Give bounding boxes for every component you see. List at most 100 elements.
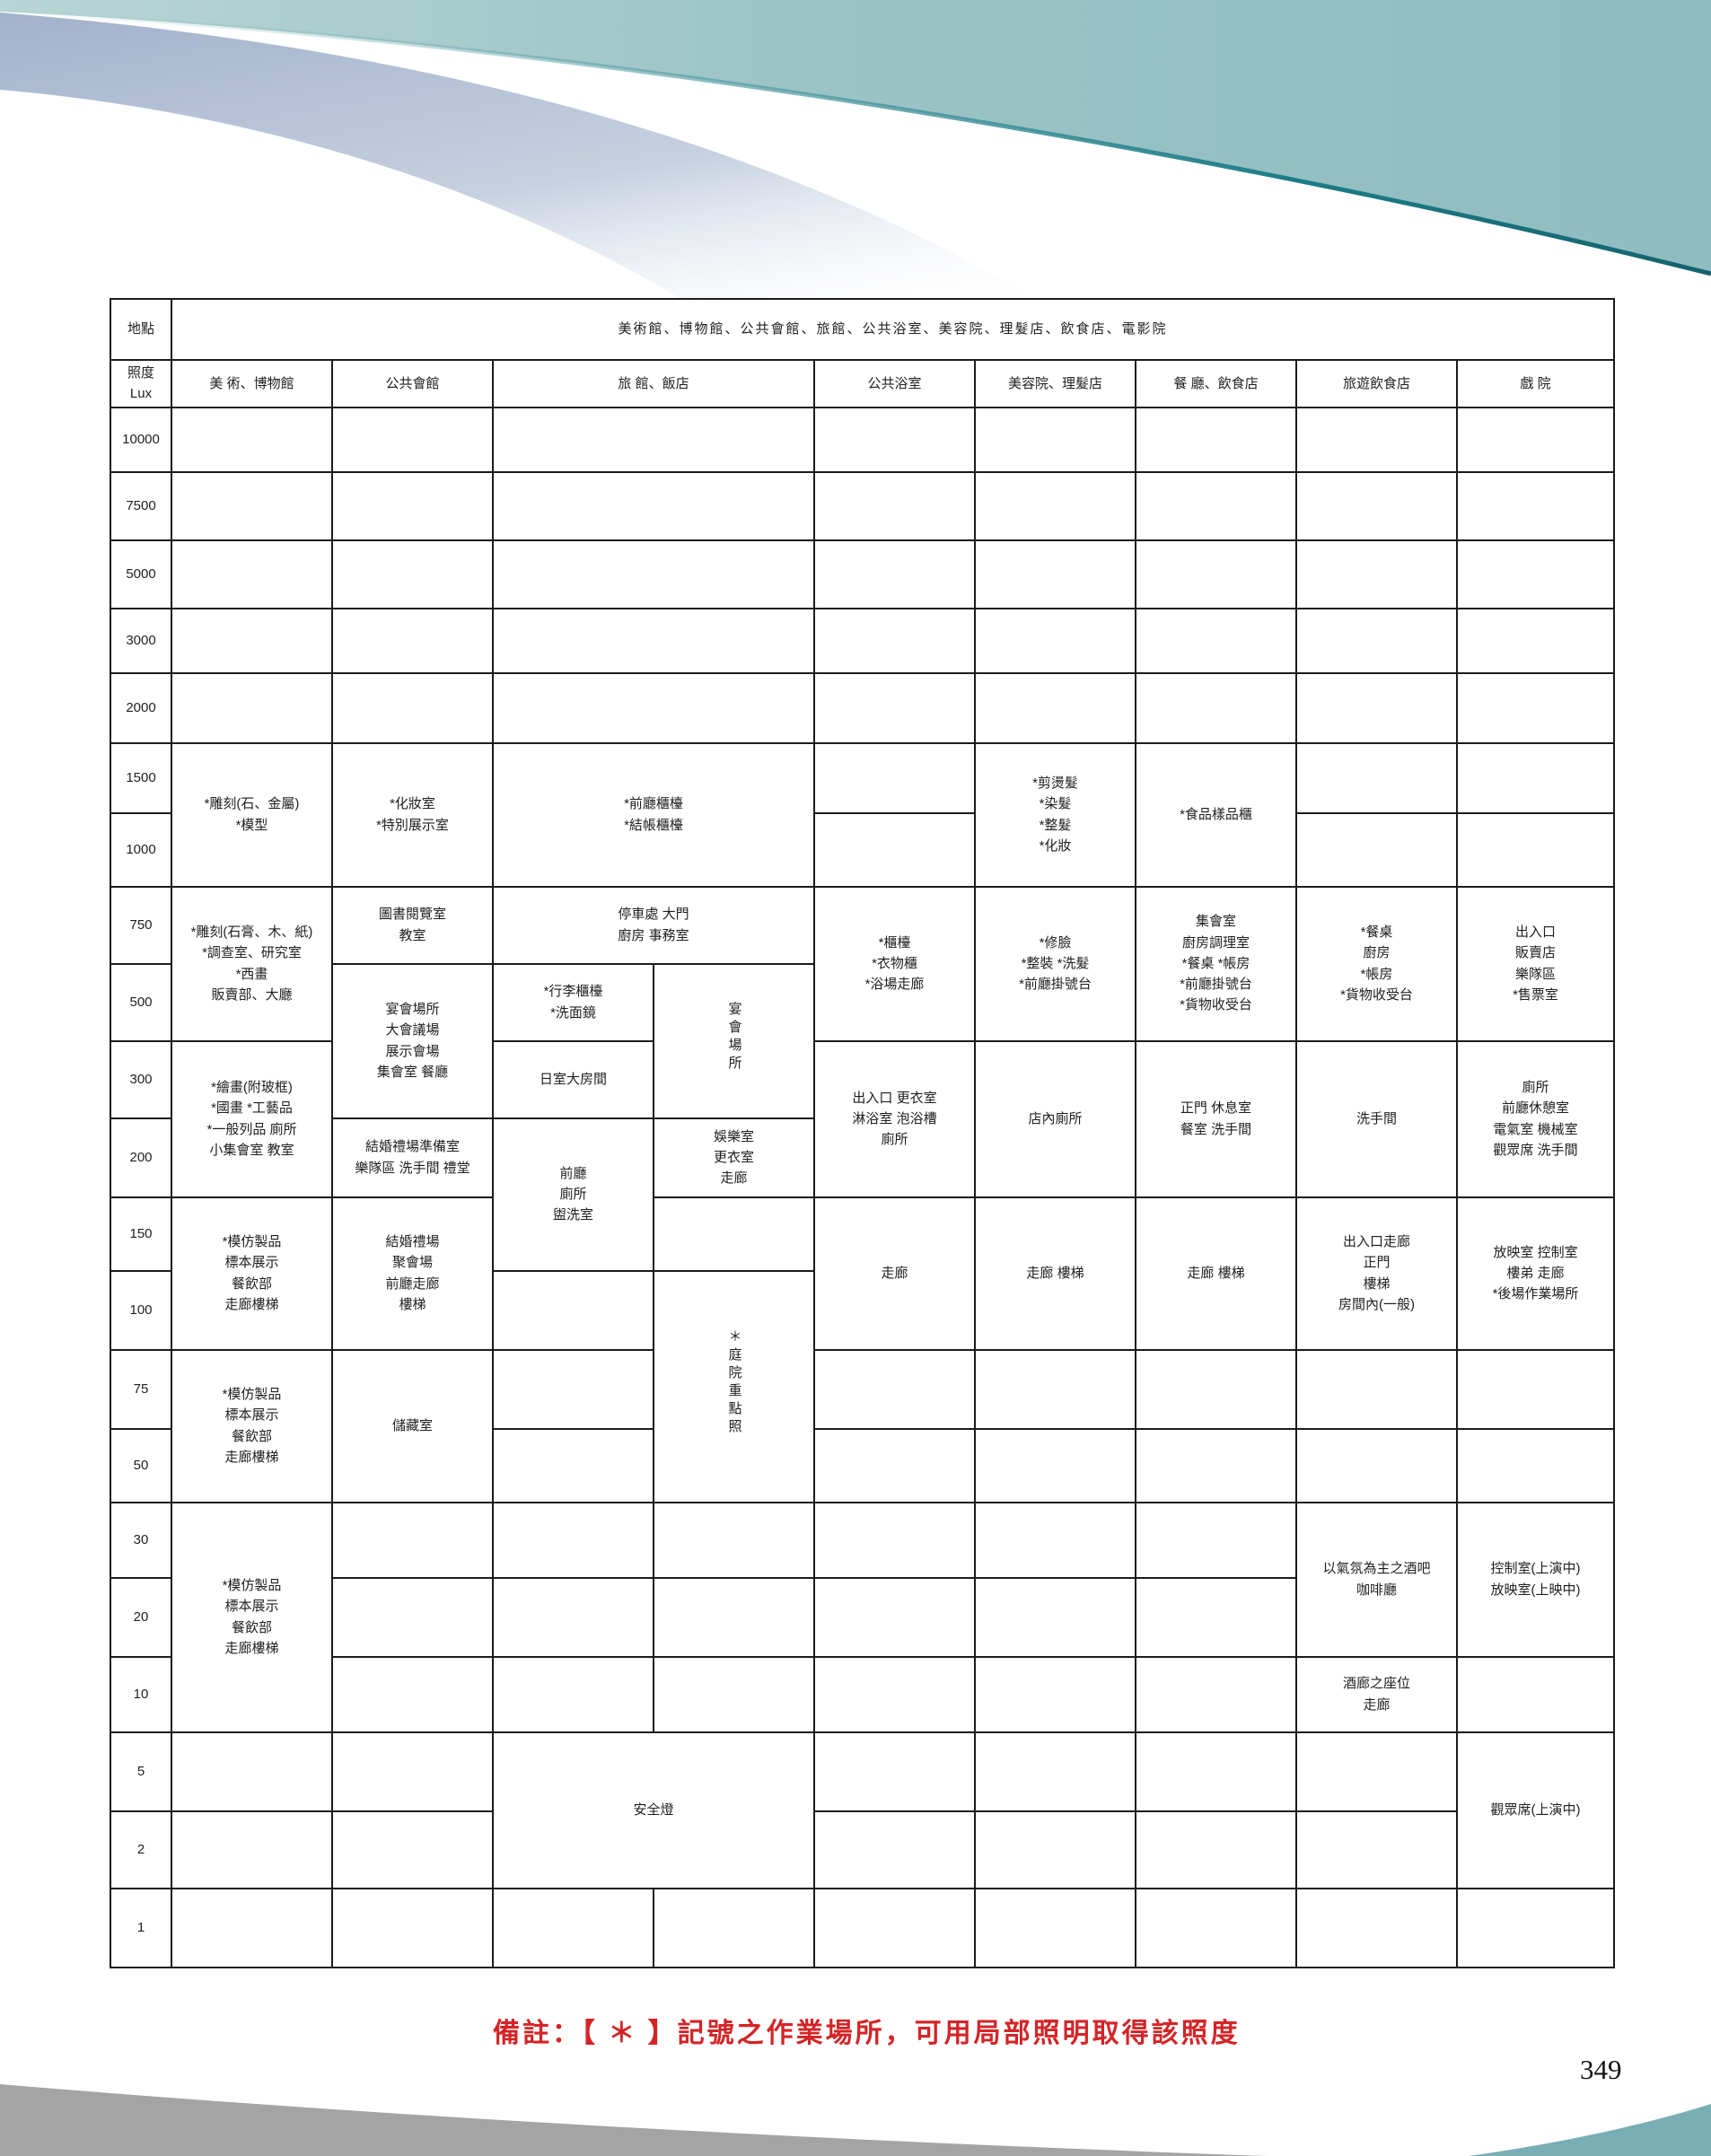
table-row: 1000 (110, 812, 1615, 888)
cell-empty (974, 1501, 1136, 1579)
table-row: 2000 (110, 671, 1615, 744)
cell-empty (1456, 741, 1615, 814)
cell-empty (974, 671, 1136, 744)
cell-empty (331, 406, 494, 473)
cell-bath-150: 走廊 (813, 1196, 976, 1351)
footnote: 備註：【 ＊ 】記號之作業場所，可用局部照明取得該照度 (493, 2019, 1241, 2048)
cell-empty (974, 470, 1136, 541)
cell-art-1500: *雕刻(石、金屬) *模型 (171, 741, 333, 888)
lux-30: 30 (110, 1501, 172, 1579)
col-header-theater: 戲 院 (1456, 359, 1615, 408)
cell-tour-10: 酒廊之座位 走廊 (1295, 1655, 1458, 1733)
col-header-beauty-barber: 美容院、理髮店 (974, 359, 1136, 408)
cell-empty (1456, 1655, 1615, 1733)
cell-theater-150: 放映室 控制室 樓弟 走廊 *後場作業場所 (1456, 1196, 1615, 1351)
cell-art-300: *繪畫(附玻框) *國畫 *工藝品 *一般列品 廁所 小集會室 教室 (171, 1039, 333, 1198)
lux-100: 100 (110, 1269, 172, 1351)
lux-50: 50 (110, 1427, 172, 1503)
col-header-hotel: 旅 館、飯店 (492, 359, 815, 408)
cell-tour-30: 以氣氛為主之酒吧 咖啡廳 (1295, 1501, 1458, 1658)
cell-theater-5: 觀眾席(上演中) (1456, 1731, 1615, 1889)
col-header-public-bath: 公共浴室 (813, 359, 976, 408)
cell-empty (813, 1501, 976, 1579)
cell-empty (331, 1576, 494, 1658)
bottom-band-gray (0, 2084, 1266, 2156)
lux-2: 2 (110, 1810, 172, 1889)
cell-empty (1295, 539, 1458, 609)
cell-empty (492, 1655, 654, 1733)
table-row: 3000 (110, 607, 1615, 674)
cell-empty (1135, 671, 1297, 744)
table-row: 750 *雕刻(石膏、木、紙) *調查室、研究室 *西畫 販賣部、大廳 圖書閱覽… (110, 885, 1615, 1042)
cell-empty (813, 1655, 976, 1733)
cell-empty (653, 1501, 815, 1579)
cell-beauty-150: 走廊 樓梯 (974, 1196, 1136, 1351)
lux-75: 75 (110, 1348, 172, 1430)
cell-hall-75: 儲藏室 (331, 1348, 494, 1503)
cell-empty (492, 1348, 654, 1430)
cell-empty (1295, 741, 1458, 814)
cell-empty (331, 470, 494, 541)
lux-column-header: 照度 Lux (110, 359, 172, 408)
cell-empty (1295, 406, 1458, 473)
cell-empty (331, 1887, 494, 1968)
top-banner-teal (0, 0, 1711, 274)
cell-empty (1135, 1427, 1297, 1503)
cell-empty (1135, 1501, 1297, 1579)
cell-empty (492, 1501, 654, 1579)
col-header-tour-diner: 旅遊飲食店 (1295, 359, 1458, 408)
cell-tour-150: 出入口走廊 正門 樓梯 房間內(一般) (1295, 1196, 1458, 1351)
cell-empty (1456, 1887, 1615, 1968)
col-header-public-hall: 公共會館 (331, 359, 494, 408)
cell-empty (331, 1501, 494, 1579)
cell-rest-150: 走廊 樓梯 (1135, 1196, 1297, 1351)
cell-empty (653, 1576, 815, 1658)
cell-empty (1135, 470, 1297, 541)
cell-empty (331, 1655, 494, 1733)
cell-hall-500: 宴會場所 大會議場 展示會場 集會室 餐廳 (331, 962, 494, 1119)
cell-empty (813, 741, 976, 814)
lux-1: 1 (110, 1887, 172, 1968)
cell-empty (813, 1887, 976, 1968)
cell-hotel-100b: ＊庭院重點照 (653, 1269, 815, 1503)
cell-empty (974, 539, 1136, 609)
cell-hotel-500a: *行李櫃檯 *洗面鏡 (492, 962, 654, 1042)
lux-20: 20 (110, 1576, 172, 1658)
col-header-restaurant: 餐 廳、飲食店 (1135, 359, 1297, 408)
cell-empty (171, 470, 333, 541)
cell-empty (331, 607, 494, 674)
cell-empty (1135, 406, 1297, 473)
cell-empty (331, 1810, 494, 1889)
cell-empty (492, 671, 815, 744)
cell-empty (813, 1348, 976, 1430)
cell-rest-1500: *食品樣品櫃 (1135, 741, 1297, 888)
table-row: 500 宴會場所 大會議場 展示會場 集會室 餐廳 *行李櫃檯 *洗面鏡 宴會場… (110, 962, 1614, 1119)
table-row: 30 *模仿製品 標本展示 餐飲部 走廊樓梯 以氣氛為主之酒吧 咖啡廳 控制室(… (110, 1501, 1615, 1733)
table-row: 20 (110, 1576, 1614, 1658)
cell-hall-1500: *化妝室 *特別展示室 (331, 741, 494, 888)
cell-empty (1456, 406, 1615, 473)
table-row: 75 *模仿製品 標本展示 餐飲部 走廊樓梯 儲藏室 (110, 1348, 1615, 1503)
cell-empty (653, 1655, 815, 1733)
cell-empty (1456, 671, 1615, 744)
cell-hall-200: 結婚禮場準備室 樂隊區 洗手間 禮堂 (331, 1117, 494, 1198)
lux-2000: 2000 (110, 671, 172, 744)
cell-empty (492, 406, 815, 473)
cell-empty (1456, 812, 1615, 888)
table-row: 7500 (110, 470, 1615, 541)
cell-empty (331, 671, 494, 744)
cell-empty (171, 1731, 333, 1812)
cell-empty (974, 1655, 1136, 1733)
cell-art-30: *模仿製品 標本展示 餐飲部 走廊樓梯 (171, 1501, 333, 1733)
lux-200: 200 (110, 1117, 172, 1198)
cell-empty (813, 812, 976, 888)
cell-empty (813, 406, 976, 473)
lux-1000: 1000 (110, 812, 172, 888)
cell-rest-300: 正門 休息室 餐室 洗手間 (1135, 1039, 1297, 1198)
cell-empty (1295, 812, 1458, 888)
cell-hall-750: 圖書閱覽室 教室 (331, 885, 494, 965)
cell-empty (1135, 607, 1297, 674)
table-row: 1 (110, 1887, 1615, 1968)
illuminance-table-wrap: 地點 美術館、博物館、公共會館、旅館、公共浴室、美容院、理髮店、飲食店、電影院 … (110, 298, 1615, 1968)
cell-empty (813, 671, 976, 744)
